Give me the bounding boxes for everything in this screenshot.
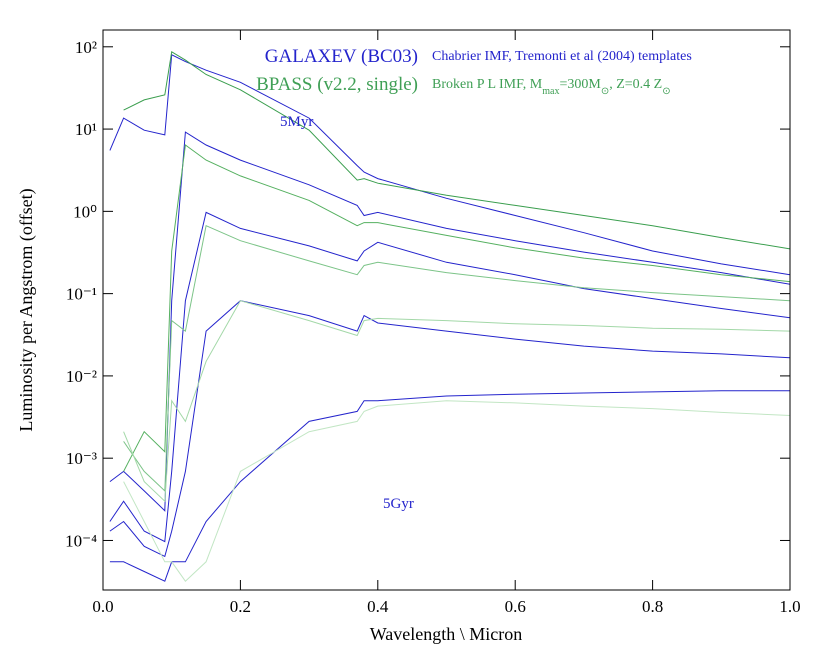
note-text: =300M: [559, 77, 601, 92]
x-tick-label: 0.8: [642, 597, 663, 616]
plot-lines: [109, 50, 790, 582]
y-tick-label: 10⁰: [73, 202, 97, 221]
y-axis-label: Luminosity per Angstrom (offset): [16, 188, 37, 431]
y-tick-label: 10¹: [75, 120, 97, 139]
note-text: Broken P L IMF, M: [432, 77, 543, 92]
spectrum-line: [109, 390, 790, 582]
x-tick-label: 0.0: [92, 597, 113, 616]
x-tick-label: 1.0: [779, 597, 800, 616]
spectrum-line: [123, 300, 790, 503]
plot-frame: [102, 29, 791, 591]
legend-label: GALAXEV (BC03): [265, 46, 418, 67]
note-subscript: max: [542, 86, 559, 97]
y-tick-label: 10²: [75, 38, 97, 57]
x-tick-label: 0.4: [367, 597, 389, 616]
y-tick-label: 10⁻⁴: [65, 531, 97, 550]
spectrum-line: [123, 224, 790, 493]
annotation: 5Myr: [280, 114, 313, 130]
annotation: 5Gyr: [383, 496, 414, 512]
spectrum-line: [109, 131, 790, 512]
note-text: , Z=0.4 Z: [609, 77, 662, 92]
spectrum-line: [109, 211, 790, 543]
spectrum-line: [123, 50, 790, 250]
spectrum-line: [109, 300, 790, 558]
x-axis-label: Wavelength \ Micron: [370, 624, 523, 644]
y-tick-label: 10⁻²: [66, 367, 97, 386]
note-subscript: ⊙: [601, 86, 609, 97]
note-text: Chabrier IMF, Tremonti et al (2004) temp…: [432, 49, 692, 64]
legend-label: BPASS (v2.2, single): [256, 74, 418, 95]
y-tick-label: 10⁻¹: [66, 285, 97, 304]
spectrum-line: [123, 400, 790, 582]
x-tick-label: 0.6: [505, 597, 526, 616]
legend-note: Broken P L IMF, Mmax=300M⊙, Z=0.4 Z⊙: [432, 77, 671, 97]
x-tick-label: 0.2: [230, 597, 251, 616]
spectrum-line: [109, 54, 790, 276]
legend-note: Chabrier IMF, Tremonti et al (2004) temp…: [432, 49, 692, 64]
spectrum-line: [123, 144, 790, 472]
y-tick-label: 10⁻³: [66, 449, 97, 468]
note-subscript: ⊙: [662, 86, 670, 97]
